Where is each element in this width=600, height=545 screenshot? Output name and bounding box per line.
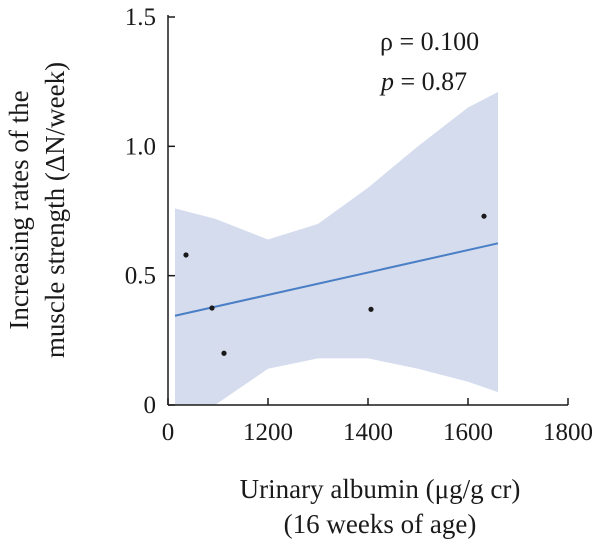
data-point (368, 306, 374, 312)
data-point (209, 305, 215, 311)
text-layer: 0 0.5 1.0 1.5 0 1200 1400 1600 1800 ρ = 0.100 p = … (4, 4, 593, 539)
axes-layer (167, 15, 569, 406)
regression-line (174, 242, 499, 317)
data-point (481, 213, 487, 219)
regression-line-layer (174, 242, 499, 317)
confidence-band-layer (175, 92, 498, 405)
points-layer (183, 213, 487, 356)
y-tick-label: 0.5 (125, 263, 156, 290)
data-point (221, 350, 227, 356)
y-tick-label: 1.0 (125, 133, 156, 160)
x-axis-title: Urinary albumin (μg/g cr) (240, 474, 521, 504)
x-tick-label: 0 (162, 419, 175, 446)
x-tick-label: 1400 (343, 419, 393, 446)
y-axis-title: Increasing rates of the (4, 90, 34, 329)
y-tick-label: 1.5 (125, 4, 156, 31)
p-value-annotation: p = 0.87 (379, 67, 467, 96)
y-tick-label: 0 (144, 392, 157, 419)
x-tick-label: 1800 (543, 419, 593, 446)
x-tick-label: 1600 (443, 419, 493, 446)
y-axis-title: muscle strength (ΔN/week) (40, 62, 70, 358)
x-tick-label: 1200 (243, 419, 293, 446)
rho-annotation: ρ = 0.100 (380, 27, 479, 56)
x-axis-title: (16 weeks of age) (284, 509, 477, 539)
data-point (183, 252, 189, 258)
confidence-band (175, 92, 498, 405)
